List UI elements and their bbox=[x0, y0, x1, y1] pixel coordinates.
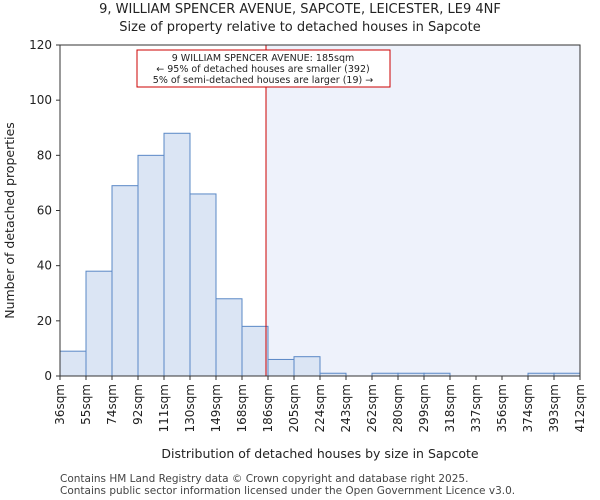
x-tick-label: 111sqm bbox=[157, 384, 171, 432]
bar-205sqm bbox=[293, 356, 321, 377]
bar-130sqm bbox=[189, 193, 217, 377]
annotation-line-3: 5% of semi-detached houses are larger (1… bbox=[153, 75, 373, 86]
x-tick-label: 299sqm bbox=[417, 384, 431, 432]
bar-168sqm bbox=[241, 325, 269, 377]
x-tick-label: 393sqm bbox=[547, 384, 561, 432]
x-tick-label: 356sqm bbox=[495, 384, 509, 432]
bar-149sqm bbox=[215, 298, 243, 377]
x-tick-label: 36sqm bbox=[53, 384, 67, 425]
annotation-line-2: ← 95% of detached houses are smaller (39… bbox=[156, 64, 369, 75]
annotation-border bbox=[136, 49, 391, 88]
x-tick-label: 149sqm bbox=[209, 384, 223, 432]
y-tick-label: 0 bbox=[44, 369, 52, 383]
y-tick-label: 40 bbox=[37, 259, 52, 273]
y-tick-label: 120 bbox=[29, 38, 52, 52]
y-axis-label: Number of detached properties bbox=[2, 122, 17, 319]
x-tick-label: 374sqm bbox=[521, 384, 535, 432]
chart-title: 9, WILLIAM SPENCER AVENUE, SAPCOTE, LEIC… bbox=[99, 2, 501, 17]
x-axis-label: Distribution of detached houses by size … bbox=[161, 446, 479, 461]
x-tick-label: 243sqm bbox=[339, 384, 353, 432]
x-tick-label: 262sqm bbox=[365, 384, 379, 432]
x-tick-label: 130sqm bbox=[183, 384, 197, 432]
footer-line-1: Contains HM Land Registry data © Crown c… bbox=[60, 473, 469, 485]
plot-frame bbox=[59, 44, 581, 377]
footer-line-2: Contains public sector information licen… bbox=[60, 485, 516, 497]
y-tick-label: 20 bbox=[37, 314, 52, 328]
x-tick-label: 168sqm bbox=[235, 384, 249, 432]
bar-74sqm bbox=[111, 185, 139, 377]
x-tick-label: 92sqm bbox=[131, 384, 145, 425]
y-tick-label: 60 bbox=[37, 204, 52, 218]
y-tick-label: 100 bbox=[29, 93, 52, 107]
x-tick-label: 74sqm bbox=[105, 384, 119, 425]
bar-36sqm bbox=[59, 350, 87, 377]
x-tick-label: 186sqm bbox=[261, 384, 275, 432]
x-tick-label: 412sqm bbox=[573, 384, 587, 432]
x-tick-label: 205sqm bbox=[287, 384, 301, 432]
x-tick-label: 55sqm bbox=[79, 384, 93, 425]
x-tick-label: 318sqm bbox=[443, 384, 457, 432]
chart-subtitle: Size of property relative to detached ho… bbox=[119, 20, 481, 35]
x-tick-label: 280sqm bbox=[391, 384, 405, 432]
bar-111sqm bbox=[163, 132, 191, 377]
bar-92sqm bbox=[137, 154, 165, 377]
annotation-line-1: 9 WILLIAM SPENCER AVENUE: 185sqm bbox=[172, 53, 355, 64]
x-tick-label: 337sqm bbox=[469, 384, 483, 432]
bar-55sqm bbox=[85, 270, 113, 377]
shaded-region bbox=[266, 45, 580, 376]
bar-186sqm bbox=[267, 358, 295, 377]
x-tick-label: 224sqm bbox=[313, 384, 327, 432]
annotation-box: 9 WILLIAM SPENCER AVENUE: 185sqm ← 95% o… bbox=[136, 49, 391, 88]
y-tick-label: 80 bbox=[37, 148, 52, 162]
